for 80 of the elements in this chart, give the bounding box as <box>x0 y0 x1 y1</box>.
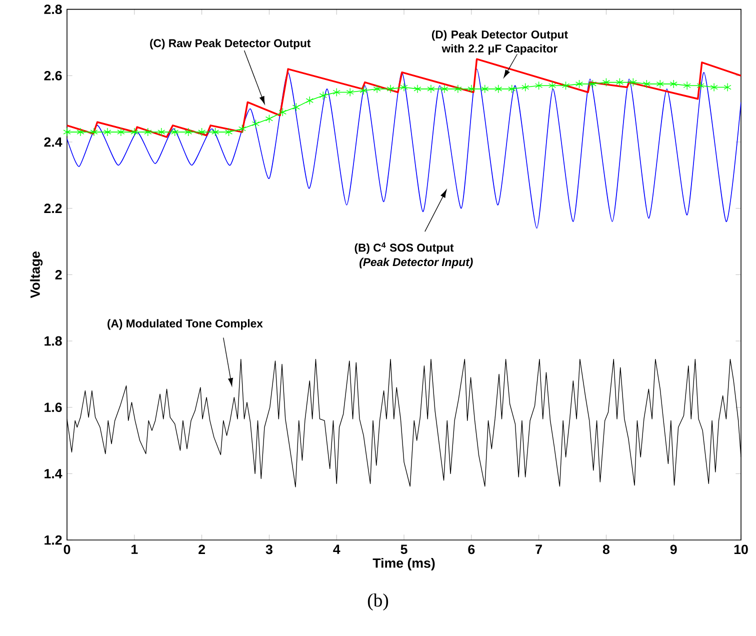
point <box>440 84 448 94</box>
point <box>386 84 394 94</box>
point <box>454 84 462 94</box>
annotation: (C) Raw Peak Detector Output <box>150 38 311 50</box>
point <box>198 128 206 136</box>
point <box>265 114 273 124</box>
x-tick-label: 3 <box>266 544 272 554</box>
point <box>278 108 286 116</box>
point <box>710 82 718 92</box>
point <box>104 128 112 136</box>
point <box>481 84 489 94</box>
y-tick-label: 2.4 <box>44 137 62 147</box>
point <box>224 128 233 136</box>
point <box>306 96 314 105</box>
annotation: (D) Peak Detector Output with 2.2 μF Capacitor <box>432 30 568 55</box>
y-axis-title: Voltage <box>30 252 43 298</box>
y-tick-label: 2.2 <box>44 204 62 213</box>
point <box>184 128 192 136</box>
point <box>319 91 327 100</box>
point <box>117 128 125 136</box>
point <box>724 82 732 92</box>
point <box>400 82 408 92</box>
point <box>670 80 678 88</box>
x-tick-label: 8 <box>602 544 610 554</box>
point <box>332 88 340 97</box>
point <box>427 84 435 94</box>
point <box>616 78 624 87</box>
point <box>656 80 664 88</box>
point <box>90 128 98 136</box>
text: (b) <box>368 594 388 610</box>
point <box>683 81 691 90</box>
y-tick-label: 1.4 <box>44 469 62 478</box>
point <box>696 81 704 90</box>
point <box>414 84 422 94</box>
annotation: (A) Modulated Tone Complex <box>108 319 263 330</box>
point <box>373 84 381 94</box>
point <box>629 78 637 87</box>
annotation: (Peak Detector Input) <box>360 258 473 268</box>
point <box>562 81 570 90</box>
point <box>548 81 556 90</box>
x-tick-label: 4 <box>333 544 340 554</box>
annotation: (B) C$^{4}$ SOS Output <box>354 242 454 254</box>
x-tick-label: 7 <box>536 544 542 554</box>
point <box>602 78 610 87</box>
point <box>292 102 300 112</box>
y-tick-label: 2 <box>55 270 62 280</box>
point <box>63 128 71 136</box>
point <box>76 128 84 136</box>
y-tick-label: 1.6 <box>44 402 62 412</box>
y-tick-label: 1.2 <box>44 535 62 545</box>
point <box>144 128 152 136</box>
x-tick-label: 6 <box>468 544 475 554</box>
point <box>252 119 260 128</box>
y-tick-label: 1.8 <box>44 336 62 346</box>
point <box>360 86 368 95</box>
point <box>346 88 354 97</box>
point <box>238 124 246 134</box>
point <box>535 81 543 90</box>
point <box>508 84 516 94</box>
x-tick-label: 0 <box>64 544 70 554</box>
point <box>575 80 584 88</box>
y-tick-label: 2.6 <box>44 70 62 80</box>
line-series <box>67 58 742 138</box>
x-tick-label: 1 <box>132 544 138 554</box>
x-axis-title: Time (ms) <box>372 558 435 570</box>
point <box>211 128 220 136</box>
point <box>642 80 650 88</box>
point <box>158 128 166 136</box>
point <box>171 128 179 136</box>
point <box>494 84 502 94</box>
line-series <box>67 68 742 229</box>
point <box>522 82 530 92</box>
x-tick-label: 5 <box>400 544 408 554</box>
x-tick-label: 2 <box>198 544 205 554</box>
x-tick-label: 10 <box>734 544 748 554</box>
point <box>468 84 476 94</box>
x-tick-label: 9 <box>670 544 677 554</box>
point <box>588 80 597 88</box>
point <box>130 128 138 136</box>
y-tick-label: 2.8 <box>44 4 62 14</box>
